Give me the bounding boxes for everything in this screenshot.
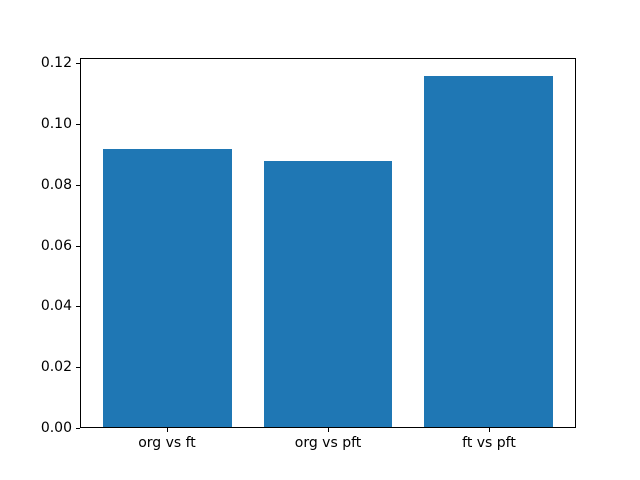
bar-ft-vs-pft — [424, 75, 553, 428]
bar-org-vs-pft — [263, 160, 393, 428]
x-tick-mark — [167, 428, 168, 432]
plot-area — [80, 58, 576, 428]
y-tick-label: 0.12 — [40, 55, 72, 71]
y-tick-label: 0.10 — [40, 116, 72, 132]
bar-org-vs-ft — [103, 149, 232, 428]
x-tick-mark — [328, 428, 329, 432]
y-tick-label: 0.04 — [40, 298, 72, 314]
y-tick-label: 0.08 — [40, 177, 72, 193]
y-tick-mark — [76, 63, 80, 64]
x-tick-label: org vs ft — [138, 435, 196, 451]
y-tick-mark — [76, 306, 80, 307]
x-tick-label: ft vs pft — [462, 435, 516, 451]
y-tick-mark — [76, 124, 80, 125]
x-tick-mark — [489, 428, 490, 432]
x-tick-label: org vs pft — [294, 435, 362, 451]
y-tick-label: 0.02 — [40, 359, 72, 375]
y-tick-mark — [76, 185, 80, 186]
y-tick-mark — [76, 246, 80, 247]
y-tick-label: 0.06 — [40, 238, 72, 254]
y-tick-mark — [76, 367, 80, 368]
y-tick-label: 0.00 — [40, 420, 72, 436]
y-tick-mark — [76, 428, 80, 429]
